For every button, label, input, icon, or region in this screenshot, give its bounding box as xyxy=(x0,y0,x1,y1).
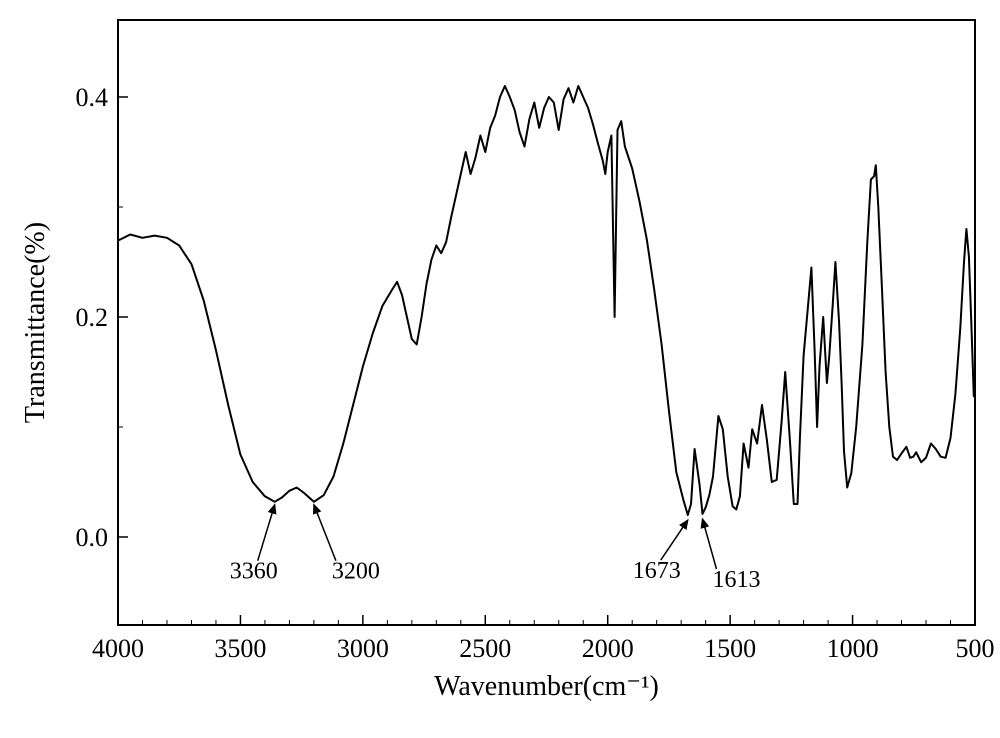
y-axis-title: Transmittance(%) xyxy=(20,222,51,423)
x-tick-label: 4000 xyxy=(92,634,144,663)
annotation-label: 3200 xyxy=(332,559,380,585)
x-tick-label: 500 xyxy=(956,634,995,663)
chart-svg: 4000 3500 3000 2500 2000 1500 1000 500 0.0 0.2 0.4… xyxy=(0,0,1000,733)
annotation-label: 1673 xyxy=(633,558,681,584)
annotation-arrow xyxy=(702,519,716,569)
x-tick-label: 3000 xyxy=(337,634,389,663)
annotation-label: 1613 xyxy=(712,567,760,593)
x-axis-title: Wavenumber(cm⁻¹) xyxy=(434,671,659,702)
plot-area xyxy=(118,20,975,625)
x-tick-label: 3500 xyxy=(214,634,266,663)
spectrum-line xyxy=(119,86,974,515)
annotation-arrow xyxy=(314,505,336,561)
x-tick-label: 1000 xyxy=(827,634,879,663)
annotation-label: 3360 xyxy=(230,559,278,585)
y-tick-label: 0.0 xyxy=(76,523,109,552)
x-tick-label: 2000 xyxy=(582,634,634,663)
y-tick-label: 0.4 xyxy=(76,83,109,112)
annotation-arrow xyxy=(258,505,275,561)
x-tick-label: 1500 xyxy=(704,634,756,663)
x-tick-label: 2500 xyxy=(459,634,511,663)
ir-spectrum-chart: 4000 3500 3000 2500 2000 1500 1000 500 0.0 0.2 0.4… xyxy=(0,0,1000,733)
annotation-arrow xyxy=(661,520,688,560)
y-tick-label: 0.2 xyxy=(76,303,109,332)
